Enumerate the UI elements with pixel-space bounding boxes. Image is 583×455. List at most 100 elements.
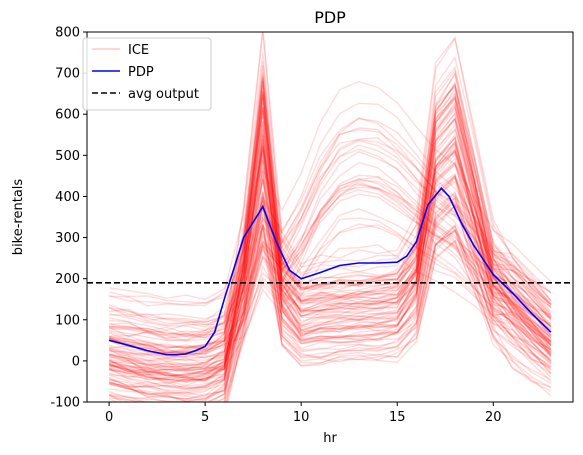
legend: ICE PDP avg output [82,37,212,111]
y-tick-label: -100 [50,396,80,411]
ice-curve [108,61,552,355]
y-tick-label: 300 [55,231,80,246]
y-tick-label: 600 [55,108,80,123]
legend-pdp-label: PDP [128,65,154,80]
ice-curve [109,224,552,368]
ice-curves [108,32,552,402]
ice-curve [108,159,552,304]
ice-curve [109,123,552,350]
ice-curve [108,153,552,378]
ice-curve [109,240,552,402]
ice-curve [109,150,552,356]
y-tick-label: 200 [55,272,80,287]
y-tick-label: 500 [55,149,80,164]
ice-curve [227,227,552,402]
ice-curve [109,189,552,372]
ice-curve [108,120,552,382]
ice-curve [108,161,552,353]
x-tick-label: 10 [293,410,310,425]
ice-curve [108,147,552,349]
ice-curve [109,244,552,377]
ice-curve [108,91,552,397]
ice-curve [109,93,552,336]
ice-curve [108,193,552,350]
ice-curve [108,106,552,396]
legend-ice-label: ICE [128,43,149,58]
ice-curve [108,97,552,402]
ice-curve [108,141,552,402]
ice-curve [108,129,552,371]
ice-curve [108,110,552,368]
ice-curve [109,183,552,370]
ice-curve [109,174,552,375]
y-tick-label: 0 [72,354,80,369]
ice-curve [109,128,552,336]
ice-curve [108,194,552,402]
ice-curve [108,166,552,380]
ice-curve [108,135,552,381]
ice-curve [108,193,552,342]
pdp-series [108,186,552,356]
ice-curve [108,117,552,325]
ice-curve [108,159,552,340]
ice-curve [108,84,552,392]
ice-curve [108,223,552,353]
ice-curve [108,204,552,388]
x-axis-label: hr [323,431,337,446]
ice-curve [108,117,552,365]
ice-curve [109,176,552,337]
ice-curve [108,76,552,384]
chart-title: PDP [314,8,346,27]
ice-curve [108,52,552,307]
ice-curve [108,105,552,352]
ice-curve [108,80,552,342]
ice-curve [109,192,552,331]
ice-curve [108,149,552,377]
ice-curve [109,150,552,383]
x-tick-label: 5 [201,410,209,425]
ice-curve [108,79,552,401]
ice-curve [108,217,552,402]
ice-curve [108,160,552,385]
ice-curve [108,65,552,332]
y-tick-label: 800 [55,26,80,41]
ice-curve [109,32,552,351]
ice-curve [108,192,552,370]
ice-curve [108,139,552,377]
y-tick-label: 700 [55,67,80,82]
ice-curve [108,87,552,358]
y-tick-label: 400 [55,190,80,205]
x-tick-label: 20 [485,410,502,425]
ice-curve [108,80,552,390]
ice-curve [108,133,552,394]
ice-curve [226,229,552,402]
ice-curve [109,179,552,361]
ice-curve [109,90,552,348]
ice-curve [108,228,552,389]
ice-curve [108,72,552,390]
ice-curve [108,105,552,359]
ice-curve [225,203,552,402]
x-tick-label: 0 [105,410,113,425]
ice-curve [108,170,552,354]
ice-curve [109,131,552,372]
ice-curve [108,208,552,399]
ice-curve [109,184,552,372]
ice-curve [108,197,552,371]
y-axis-label: bike-rentals [11,179,26,256]
ice-curve [109,109,552,336]
ice-curve [108,92,552,371]
ice-curve [108,225,552,395]
ice-curve [108,224,552,402]
ice-curve [108,90,552,366]
ice-curve [109,180,552,402]
ice-curve [108,176,552,342]
ice-curve [108,186,552,362]
ice-curve [108,127,552,401]
ice-curve [108,178,552,326]
y-axis-ticks: -100 0 100 200 300 400 500 600 700 800 [50,26,87,411]
legend-avg-label: avg output [128,87,199,102]
ice-curve [108,143,552,402]
ice-curve [108,196,552,374]
ice-curve [109,148,552,324]
